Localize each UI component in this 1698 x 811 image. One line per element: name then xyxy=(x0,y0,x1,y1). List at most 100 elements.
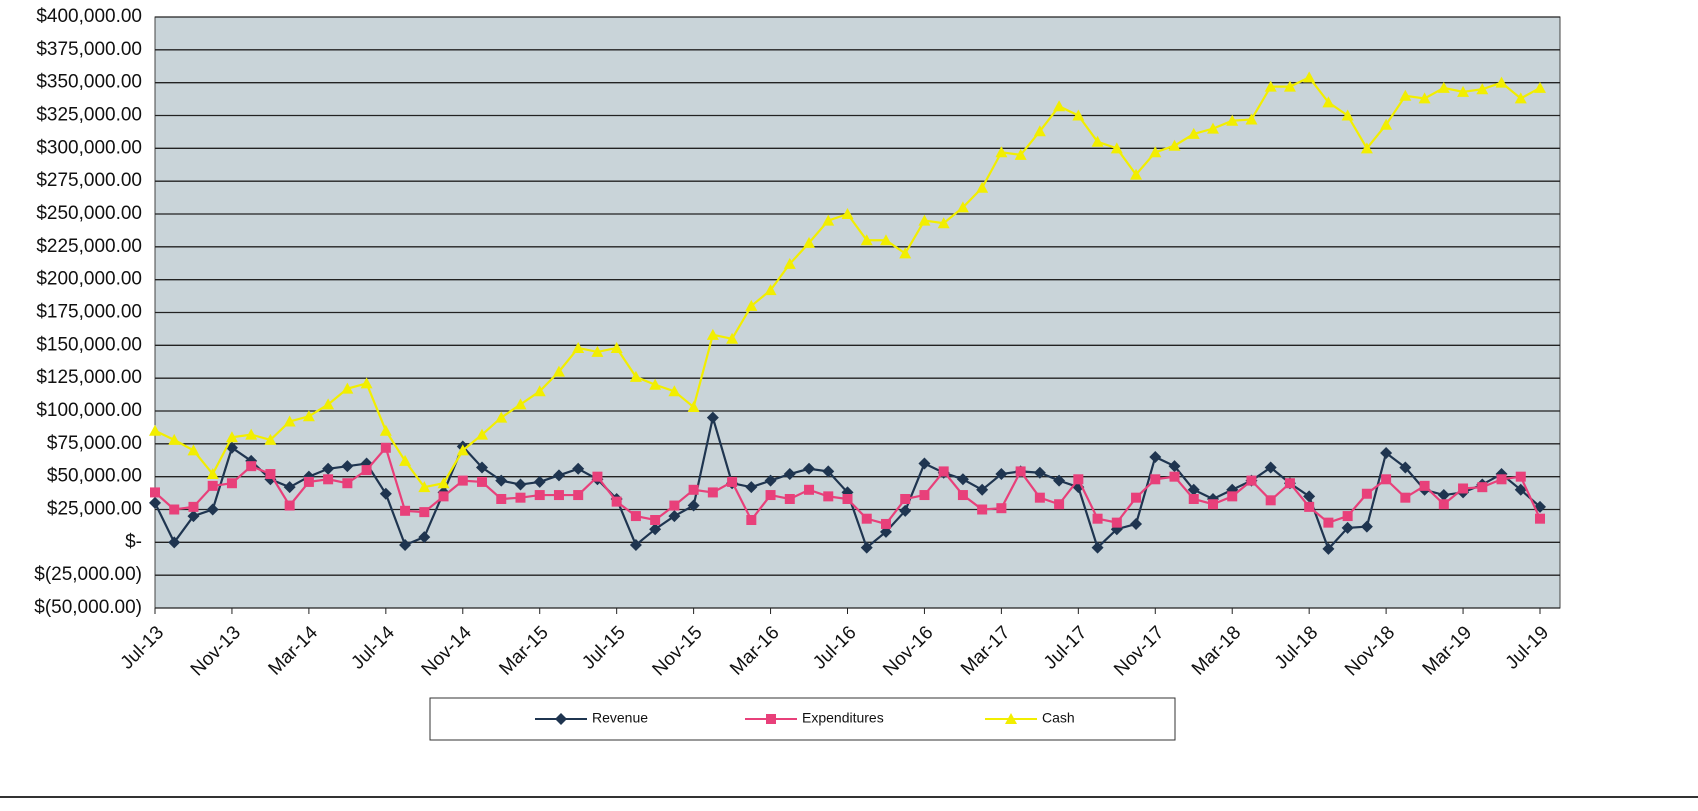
data-point xyxy=(533,475,546,488)
data-point xyxy=(1322,542,1335,555)
legend-marker xyxy=(1005,713,1017,724)
y-tick-label: $175,000.00 xyxy=(36,302,142,323)
data-point xyxy=(630,511,641,522)
data-point xyxy=(1534,500,1546,513)
data-point xyxy=(245,428,258,440)
legend-item: Cash xyxy=(985,710,1075,726)
legend-item: Revenue xyxy=(535,710,648,726)
data-point xyxy=(938,466,949,477)
data-point xyxy=(1149,146,1162,158)
data-point xyxy=(206,503,219,516)
data-point xyxy=(341,460,354,473)
data-point xyxy=(514,398,527,410)
data-point xyxy=(1477,482,1488,493)
data-point xyxy=(456,444,469,456)
data-point xyxy=(629,538,642,551)
data-point xyxy=(783,468,796,481)
data-point xyxy=(1534,81,1546,93)
data-point xyxy=(784,493,795,504)
data-point xyxy=(822,214,835,226)
data-point xyxy=(822,465,835,478)
y-tick-label: $75,000.00 xyxy=(47,433,142,454)
x-tick-label: Mar-14 xyxy=(265,622,323,680)
data-point xyxy=(610,341,623,353)
data-point xyxy=(1053,474,1066,487)
legend-label: Cash xyxy=(1042,710,1075,726)
data-point xyxy=(207,480,218,491)
data-point xyxy=(687,499,700,512)
data-point xyxy=(1303,71,1316,83)
data-point xyxy=(283,481,296,494)
data-point xyxy=(1304,501,1315,512)
data-point xyxy=(1226,114,1239,126)
data-point xyxy=(1033,466,1046,479)
data-point xyxy=(1072,109,1085,121)
data-point xyxy=(361,465,372,476)
data-point xyxy=(283,415,296,427)
data-point xyxy=(341,382,354,394)
data-point xyxy=(746,515,757,526)
data-point xyxy=(1380,118,1393,130)
data-point xyxy=(1246,475,1257,486)
data-point xyxy=(956,201,969,213)
y-tick-label: $375,000.00 xyxy=(36,39,142,60)
data-point xyxy=(533,385,546,397)
data-point xyxy=(225,431,238,443)
data-point xyxy=(1130,517,1143,530)
data-point xyxy=(1206,122,1219,134)
data-point xyxy=(996,503,1007,514)
x-tick-label: Nov-14 xyxy=(418,622,476,680)
y-tick-label: $100,000.00 xyxy=(36,400,142,421)
data-point xyxy=(379,487,392,500)
data-point xyxy=(342,478,353,489)
data-point xyxy=(668,385,681,397)
data-point xyxy=(899,504,912,517)
data-point xyxy=(1169,471,1180,482)
data-point xyxy=(706,328,719,340)
x-tick-label: Jul-19 xyxy=(1502,622,1553,673)
data-point xyxy=(1168,139,1181,151)
data-point xyxy=(1168,460,1181,473)
data-point xyxy=(1207,499,1218,510)
data-point xyxy=(226,478,237,489)
data-point xyxy=(1091,541,1104,554)
data-point xyxy=(1323,517,1334,528)
data-point xyxy=(1015,466,1026,477)
y-tick-label: $(50,000.00) xyxy=(34,597,142,618)
data-point xyxy=(400,505,411,516)
x-tick-label: Mar-18 xyxy=(1188,622,1245,679)
data-point xyxy=(1419,480,1430,491)
data-point xyxy=(149,424,161,436)
data-point xyxy=(650,515,661,526)
y-tick-label: $- xyxy=(125,531,142,552)
x-tick-label: Jul-13 xyxy=(117,622,168,673)
data-point xyxy=(745,299,758,311)
data-point xyxy=(842,493,853,504)
y-tick-label: $350,000.00 xyxy=(36,72,142,93)
data-point xyxy=(1400,492,1411,503)
data-point xyxy=(1264,80,1277,92)
data-point xyxy=(1053,100,1066,112)
data-point xyxy=(976,483,989,496)
data-point xyxy=(1264,461,1277,474)
data-point xyxy=(514,478,527,491)
data-point xyxy=(900,493,911,504)
data-point xyxy=(323,474,334,485)
y-tick-label: $275,000.00 xyxy=(36,170,142,191)
data-point xyxy=(937,217,950,229)
data-point xyxy=(592,471,603,482)
data-point xyxy=(879,234,892,246)
data-point xyxy=(1342,511,1353,522)
data-point xyxy=(169,504,180,515)
data-point xyxy=(1245,113,1258,125)
data-point xyxy=(1496,474,1507,485)
data-point xyxy=(1033,125,1046,137)
data-point xyxy=(1360,520,1373,533)
data-point xyxy=(899,247,912,259)
data-point xyxy=(399,538,412,551)
data-point xyxy=(495,474,508,487)
y-tick-label: $150,000.00 xyxy=(36,334,142,355)
data-point xyxy=(919,490,930,501)
data-point xyxy=(572,341,585,353)
